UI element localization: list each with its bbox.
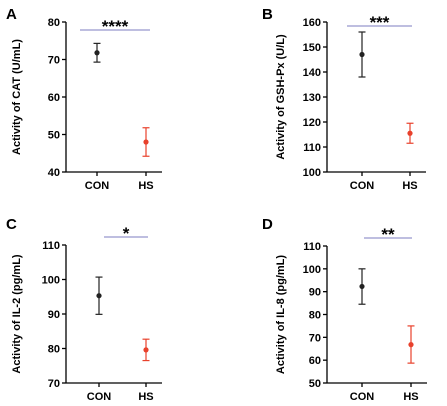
- chart-3-significance-stars: **: [381, 225, 395, 244]
- chart-0-x-tick-label: HS: [138, 180, 153, 192]
- chart-1-x-tick-label: HS: [402, 180, 417, 192]
- chart-3-panel: D Activity of IL-8 (pg/mL) 50 60 70 80 90 100 11…: [262, 216, 427, 403]
- chart-3-y-tick-label: 60: [309, 355, 321, 367]
- chart-3-y-tick-label: 80: [309, 310, 321, 322]
- chart-1-y-tick-label: 100: [303, 167, 321, 179]
- chart-1-y-axis-label: Activity of GSH-Px (U/L): [275, 34, 287, 160]
- chart-1-y-tick-label: 140: [303, 67, 321, 79]
- chart-1-point: [407, 130, 413, 136]
- chart-1-significance-stars: ***: [370, 13, 390, 32]
- chart-3-panel-letter: D: [262, 216, 273, 233]
- chart-2-y-tick-label: 80: [48, 344, 60, 356]
- chart-1-point: [359, 51, 365, 58]
- chart-0-x-tick-label: CON: [85, 180, 110, 192]
- chart-2-y-tick-label: 70: [48, 378, 60, 390]
- chart-3-point: [408, 342, 414, 348]
- chart-1-x-tick-label: CON: [350, 180, 375, 192]
- chart-3-x-tick-label: HS: [403, 391, 418, 403]
- chart-0-y-tick-label: 70: [48, 55, 60, 67]
- chart-0-significance-stars: ****: [102, 17, 129, 36]
- chart-3-y-axis-label: Activity of IL-8 (pg/mL): [275, 255, 287, 375]
- chart-0-point: [94, 50, 100, 56]
- chart-0-y-tick-label: 40: [48, 167, 60, 179]
- chart-0-y-axis-label: Activity of CAT (U/mL): [11, 39, 23, 155]
- chart-3-y-tick-label: 110: [303, 241, 321, 253]
- chart-3-y-tick-label: 70: [309, 332, 321, 344]
- chart-2-panel: C Activity of IL-2 (pg/mL) 70 80 90 100 110 CON…: [6, 216, 162, 403]
- chart-1-y-tick-label: 130: [303, 92, 321, 104]
- chart-2-point: [96, 293, 102, 299]
- chart-0-point: [143, 139, 149, 145]
- chart-2-y-tick-label: 90: [48, 309, 60, 321]
- chart-2-y-axis-label: Activity of IL-2 (pg/mL): [11, 254, 23, 374]
- chart-0-y-tick-label: 80: [48, 17, 60, 29]
- chart-2-point: [143, 347, 149, 353]
- chart-3-point: [359, 283, 365, 290]
- chart-1-y-tick-label: 110: [303, 142, 321, 154]
- chart-1-y-tick-label: 120: [303, 117, 321, 129]
- chart-3-y-tick-label: 50: [309, 378, 321, 390]
- chart-0-panel-letter: A: [6, 6, 17, 23]
- chart-2-panel-letter: C: [6, 216, 17, 233]
- chart-1-y-tick-label: 150: [303, 42, 321, 54]
- chart-2-y-tick-label: 110: [42, 240, 60, 252]
- chart-2-y-tick-label: 100: [42, 275, 60, 287]
- chart-1-y-tick-label: 160: [303, 17, 321, 29]
- chart-3-y-tick-label: 100: [303, 264, 321, 276]
- chart-0-panel: A Activity of CAT (U/mL) 40 50 60 70 80 CON HS **…: [6, 6, 162, 192]
- chart-2-significance-stars: *: [123, 224, 130, 243]
- chart-2-x-tick-label: CON: [87, 391, 112, 403]
- chart-3-y-tick-label: 90: [309, 287, 321, 299]
- chart-0-y-tick-label: 60: [48, 92, 60, 104]
- chart-3-x-tick-label: CON: [350, 391, 375, 403]
- chart-1-panel-letter: B: [262, 6, 273, 23]
- chart-0-y-tick-label: 50: [48, 130, 60, 142]
- chart-2-x-tick-label: HS: [138, 391, 153, 403]
